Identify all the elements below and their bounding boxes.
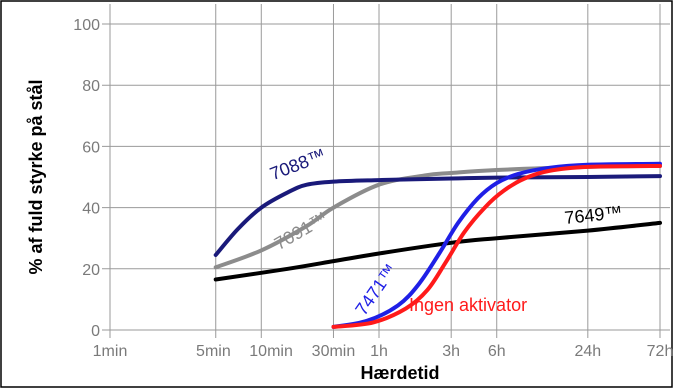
x-tick-label: 5min [196, 343, 231, 360]
y-tick-label: 40 [82, 201, 100, 218]
series-label: Ingen aktivator [409, 295, 527, 315]
y-tick-label: 0 [91, 323, 100, 340]
series-line [213, 174, 662, 257]
x-tick-label: 6h [488, 343, 506, 360]
y-tick-label: 20 [82, 262, 100, 279]
series-line [213, 220, 662, 282]
y-tick-label: 60 [82, 139, 100, 156]
x-axis-title: Hærdetid [360, 363, 439, 383]
x-tick-label: 72h [647, 343, 673, 360]
y-tick-label: 80 [82, 78, 100, 95]
y-axis-title: % af fuld styrke på stål [26, 79, 46, 274]
x-tick-label: 24h [574, 343, 601, 360]
x-tick-label: 1min [93, 343, 128, 360]
x-tick-label: 10min [249, 343, 293, 360]
series-line [331, 164, 662, 329]
axes: 1min 5min 10min 30min 1h 3h 6h 24h 72h 0 20 40 60 80 1… [73, 17, 673, 360]
series-line [331, 161, 662, 329]
y-tick-label: 100 [73, 17, 100, 34]
x-tick-label: 3h [442, 343, 460, 360]
x-tick-label: 30min [312, 343, 356, 360]
x-tick-label: 1h [370, 343, 388, 360]
series-lines [213, 161, 662, 329]
